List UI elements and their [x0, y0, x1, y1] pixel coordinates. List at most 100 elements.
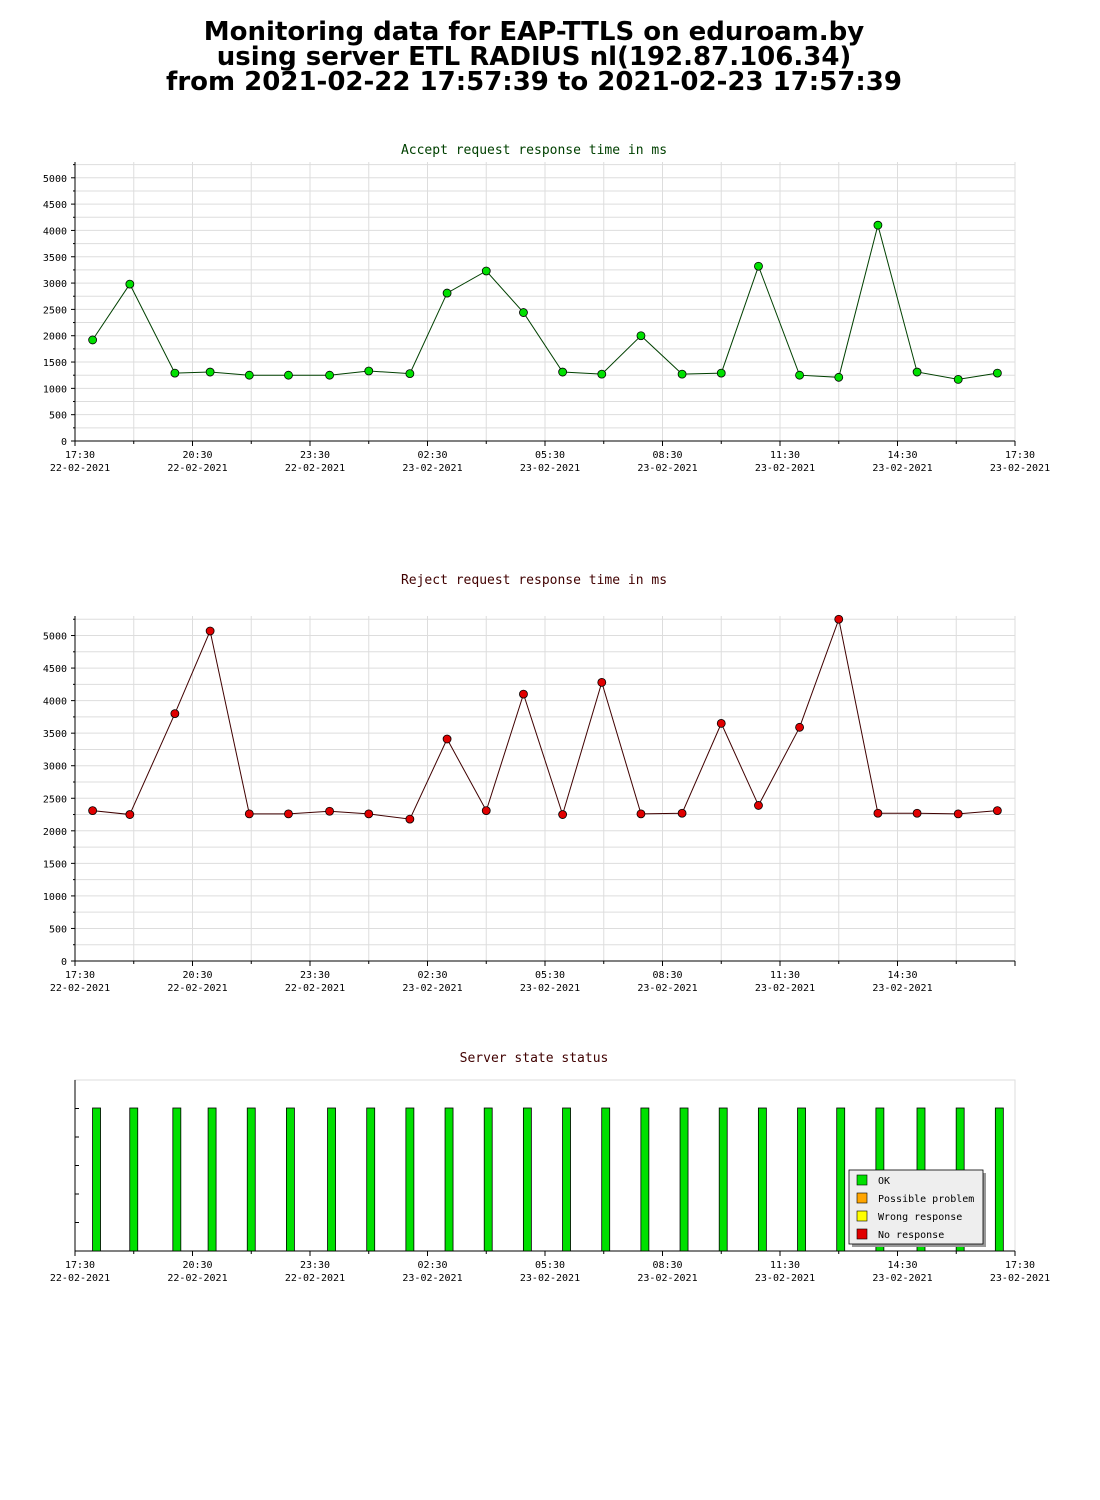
x-tick-time-label: 17:30	[1005, 450, 1035, 461]
y-tick-label: 500	[49, 924, 67, 935]
x-tick-date-label: 22-02-2021	[285, 1273, 345, 1284]
x-tick-time-label: 08:30	[652, 450, 682, 461]
legend-swatch	[856, 1228, 868, 1240]
status-bar	[286, 1107, 295, 1252]
data-point-marker	[834, 372, 844, 382]
status-bar	[172, 1107, 182, 1252]
x-tick-time-label: 17:30	[65, 450, 95, 461]
x-tick-date-label: 23-02-2021	[755, 463, 815, 474]
x-tick-date-label: 23-02-2021	[520, 463, 580, 474]
data-point-marker	[205, 367, 215, 377]
page-title-line-2: using server ETL RADIUS nl(192.87.106.34…	[216, 42, 852, 72]
x-tick-time-label: 17:30	[65, 970, 95, 981]
series-line	[92, 617, 998, 820]
legend-box	[848, 1169, 984, 1245]
y-tick-label: 1000	[43, 384, 67, 395]
data-point-marker	[284, 809, 293, 819]
legend-swatch	[856, 1192, 868, 1204]
x-tick-date-label: 23-02-2021	[402, 1273, 462, 1284]
status-bar	[327, 1107, 336, 1252]
status-bar	[797, 1107, 806, 1252]
data-point-marker	[677, 369, 687, 379]
y-tick-label: 2000	[43, 827, 67, 838]
x-tick-time-label: 02:30	[417, 970, 447, 981]
status-bar	[129, 1107, 139, 1252]
x-tick-date-label: 23-02-2021	[637, 983, 697, 994]
y-tick-label: 1500	[43, 859, 67, 870]
data-point-marker	[170, 709, 180, 719]
x-tick-date-label: 23-02-2021	[990, 463, 1050, 474]
data-point-marker	[795, 370, 804, 380]
y-tick-label: 1000	[43, 892, 67, 903]
data-point-marker	[992, 368, 1002, 378]
x-tick-time-label: 17:30	[65, 1260, 95, 1271]
data-point-marker	[873, 220, 883, 230]
x-tick-time-label: 11:30	[770, 970, 800, 981]
y-tick-label: 5000	[43, 174, 67, 185]
data-point-marker	[442, 288, 452, 298]
status-bar	[601, 1107, 611, 1252]
y-tick-label: 2500	[43, 794, 67, 805]
x-tick-date-label: 23-02-2021	[872, 983, 932, 994]
x-tick-time-label: 20:30	[182, 1260, 212, 1271]
x-tick-date-label: 22-02-2021	[167, 1273, 227, 1284]
data-point-marker	[754, 261, 763, 271]
y-tick-label: 5000	[43, 632, 67, 643]
x-tick-time-label: 23:30	[300, 1260, 330, 1271]
data-point-marker	[442, 734, 452, 744]
x-tick-time-label: 14:30	[887, 450, 917, 461]
data-point-marker	[992, 806, 1002, 816]
y-tick-label: 4000	[43, 697, 67, 708]
x-tick-date-label: 22-02-2021	[50, 983, 110, 994]
status-bar	[757, 1107, 767, 1252]
x-tick-date-label: 23-02-2021	[402, 463, 462, 474]
accept-response-chart: Accept request response time in ms 0 500 10…	[43, 143, 1050, 474]
x-tick-date-label: 23-02-2021	[755, 983, 815, 994]
data-point-marker	[519, 308, 528, 317]
x-tick-date-label: 23-02-2021	[872, 463, 932, 474]
data-point-marker	[873, 808, 883, 818]
chart-title: Server state status	[460, 1051, 609, 1066]
x-tick-time-label: 05:30	[535, 1260, 565, 1271]
data-point-marker	[834, 614, 844, 624]
x-tick-date-label: 23-02-2021	[637, 463, 697, 474]
legend-label: Possible problem	[878, 1194, 974, 1205]
x-tick-time-label: 05:30	[535, 970, 565, 981]
y-tick-label: 1500	[43, 358, 67, 369]
y-tick-label: 3500	[43, 729, 67, 740]
x-tick-time-label: 11:30	[770, 1260, 800, 1271]
legend-label: Wrong response	[878, 1212, 962, 1223]
data-point-marker	[716, 368, 726, 378]
data-point-marker	[364, 809, 374, 819]
legend-label: No response	[878, 1230, 944, 1241]
page-title-line-3: from 2021-02-22 17:57:39 to 2021-02-23 1…	[166, 67, 902, 97]
data-point-marker	[677, 808, 687, 818]
x-tick-time-label: 20:30	[182, 970, 212, 981]
data-point-marker	[244, 370, 254, 380]
data-point-marker	[481, 806, 491, 816]
data-point-marker	[244, 809, 254, 819]
data-point-marker	[912, 808, 922, 818]
status-bar	[246, 1107, 256, 1252]
y-tick-label: 3000	[43, 762, 67, 773]
x-tick-date-label: 23-02-2021	[520, 983, 580, 994]
y-tick-label: 3000	[43, 279, 67, 290]
data-point-marker	[754, 801, 763, 810]
data-point-marker	[88, 335, 98, 345]
x-tick-time-label: 23:30	[300, 450, 330, 461]
x-tick-time-label: 14:30	[887, 970, 917, 981]
status-bar	[207, 1107, 217, 1252]
server-state-chart: Server state status 17:30 22-02-2021 20:30 2…	[50, 1051, 1050, 1284]
data-point-marker	[636, 331, 646, 341]
chart-title: Reject request response time in ms	[401, 573, 667, 588]
data-point-marker	[519, 689, 528, 699]
data-point-marker	[912, 367, 922, 377]
status-bar	[92, 1107, 101, 1252]
reject-response-chart: Reject request response time in ms 0 500 10…	[43, 573, 1016, 994]
data-point-marker	[953, 809, 963, 819]
x-tick-time-label: 20:30	[182, 450, 212, 461]
data-point-marker	[795, 722, 804, 732]
y-tick-label: 4000	[43, 226, 67, 237]
data-point-marker	[597, 677, 607, 687]
x-tick-time-label: 08:30	[652, 970, 682, 981]
